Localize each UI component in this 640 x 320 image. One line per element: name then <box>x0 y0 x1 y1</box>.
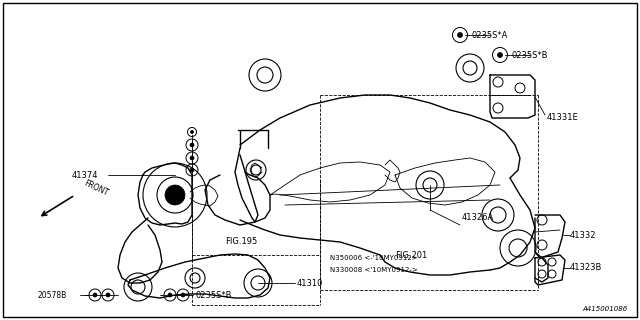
Text: 41323B: 41323B <box>570 263 602 273</box>
Text: 0235S*B: 0235S*B <box>512 51 548 60</box>
Text: 0235S*B: 0235S*B <box>196 291 232 300</box>
Circle shape <box>165 185 185 205</box>
Text: FIG.201: FIG.201 <box>395 251 428 260</box>
Circle shape <box>190 156 194 160</box>
Circle shape <box>497 52 502 58</box>
Text: N350006 <-'10MY0912>: N350006 <-'10MY0912> <box>330 255 418 261</box>
Circle shape <box>181 293 185 297</box>
Circle shape <box>168 293 172 297</box>
Text: 41374: 41374 <box>72 171 99 180</box>
Circle shape <box>106 293 110 297</box>
Text: N330008 <'10MY0912->: N330008 <'10MY0912-> <box>330 267 418 273</box>
Text: 41332: 41332 <box>570 230 596 239</box>
Circle shape <box>191 131 193 133</box>
Text: 41331E: 41331E <box>547 114 579 123</box>
Text: 41326A: 41326A <box>462 213 494 222</box>
Circle shape <box>190 143 194 147</box>
Circle shape <box>93 293 97 297</box>
Text: 20578B: 20578B <box>38 291 67 300</box>
Circle shape <box>190 168 194 172</box>
Text: A415001086: A415001086 <box>583 306 628 312</box>
Circle shape <box>458 33 463 37</box>
Text: FRONT: FRONT <box>82 179 109 197</box>
Text: 0235S*A: 0235S*A <box>472 30 508 39</box>
Text: FIG.195: FIG.195 <box>225 237 257 246</box>
Text: 41310: 41310 <box>297 278 323 287</box>
